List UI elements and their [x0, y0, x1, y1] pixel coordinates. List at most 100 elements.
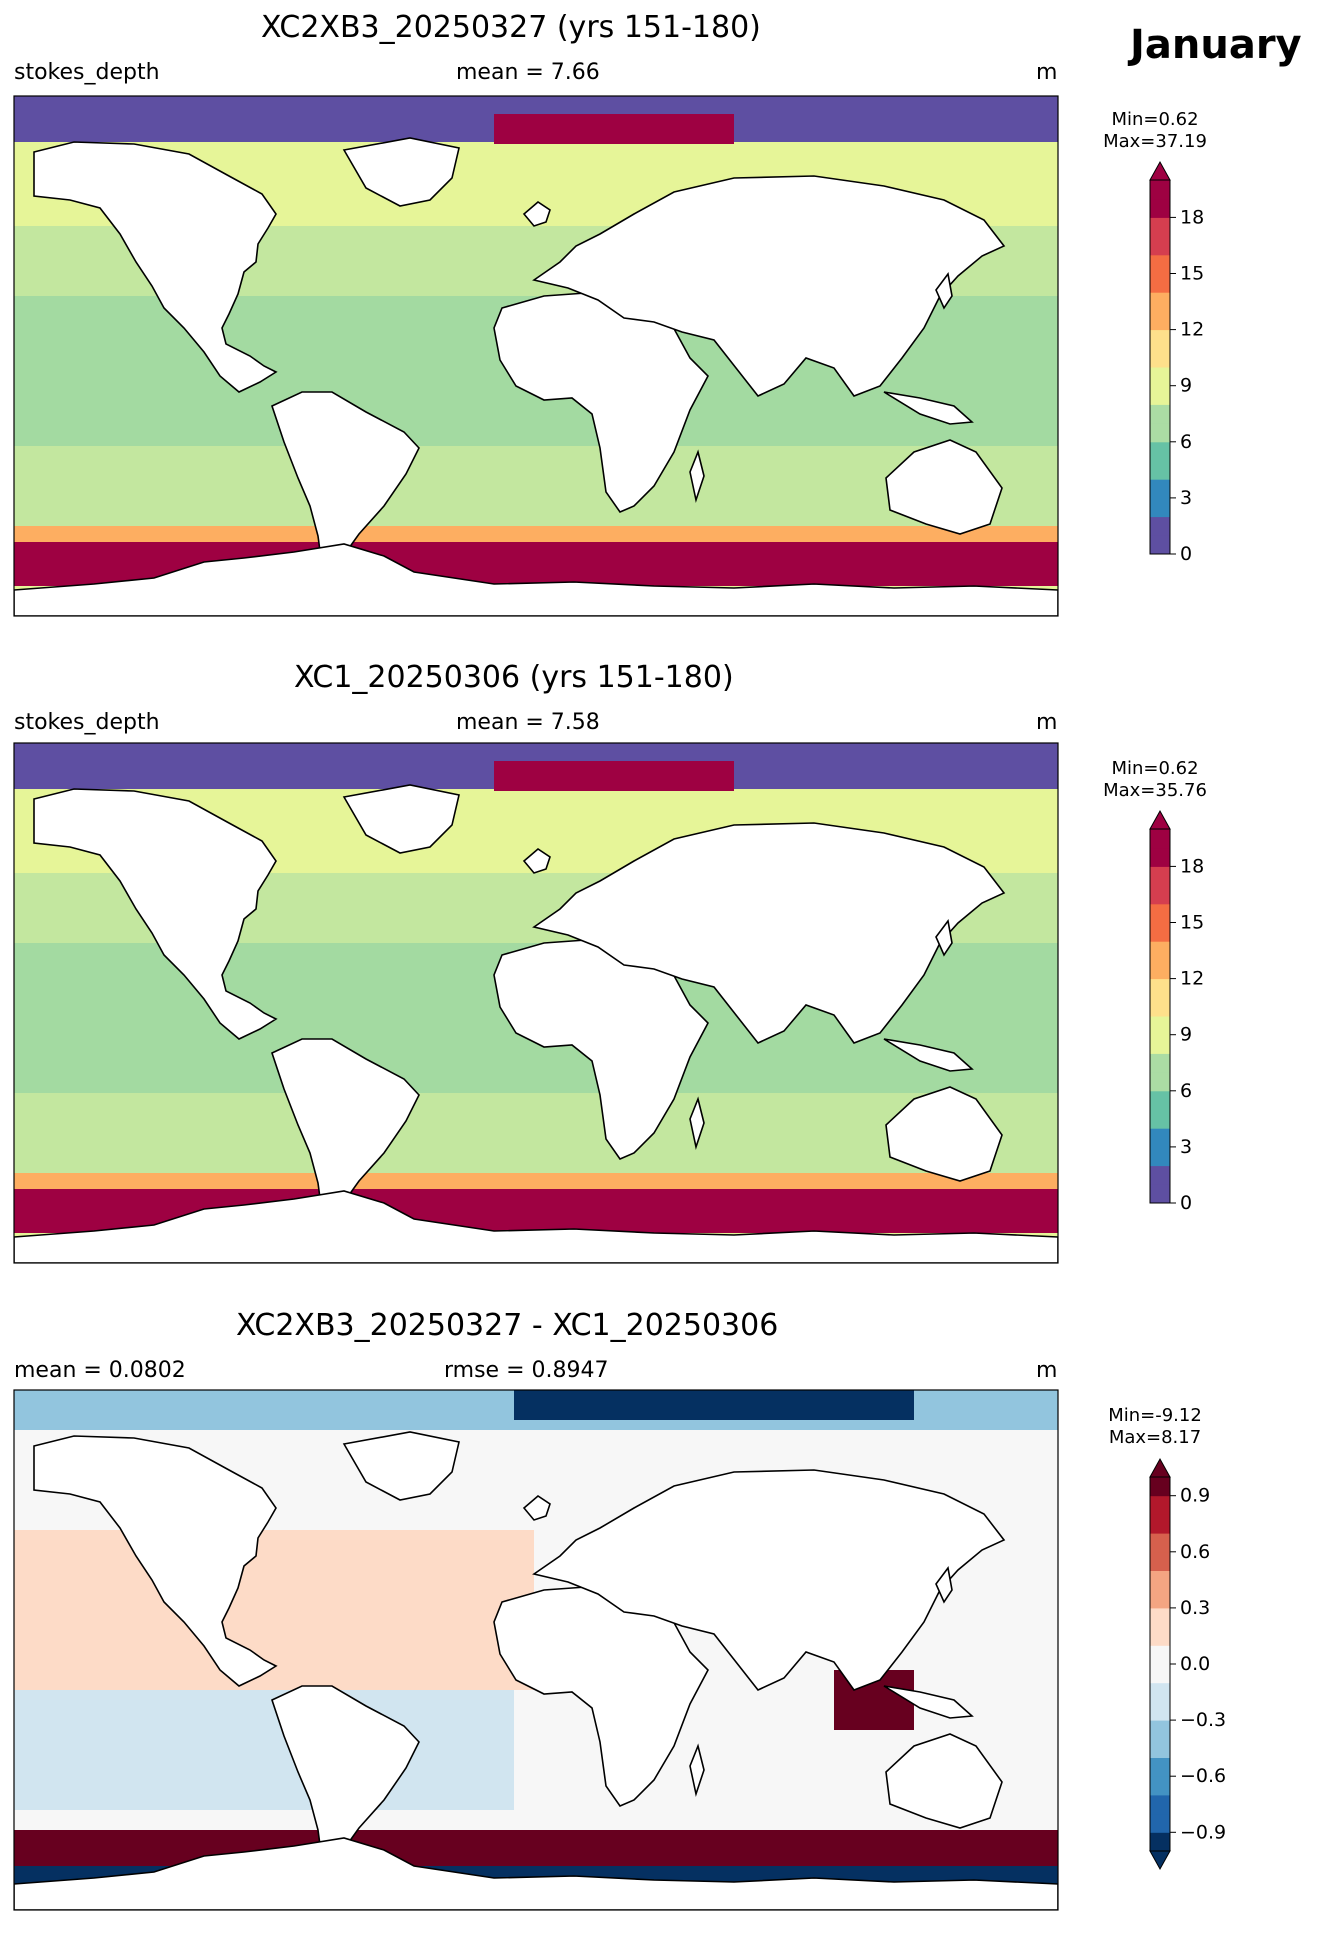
- colorbar-tick-label: 9: [1180, 375, 1192, 397]
- colorbar-segment: [1150, 423, 1170, 443]
- colorbar-segment: [1150, 1551, 1170, 1571]
- colorbar-segment: [1150, 441, 1170, 461]
- southern-ocean-positive: [14, 1830, 1058, 1866]
- panel-2-map: [13, 742, 1059, 1264]
- map-frame: [13, 742, 1059, 1264]
- colorbar-extend-max: [1149, 160, 1171, 181]
- colorbar-tick-label: −0.3: [1180, 1709, 1226, 1731]
- colorbar-tick-label: 0: [1180, 543, 1192, 565]
- colorbar-segment: [1150, 1146, 1170, 1167]
- colorbar-tick-label: 0.9: [1180, 1485, 1210, 1507]
- colorbar-tick-label: 6: [1180, 1080, 1192, 1102]
- colorbar-segment: [1150, 1477, 1170, 1497]
- colorbar-tick-label: 15: [1180, 912, 1204, 934]
- panel-3-colorbar: −0.9 −0.6 −0.3 0.0 0.3 0.6 0.9: [1149, 1457, 1226, 1871]
- colorbar-tick-label: 18: [1180, 206, 1204, 228]
- colorbar-tick-label: −0.9: [1180, 1821, 1226, 1843]
- colorbar-tick-label: 3: [1180, 1136, 1192, 1158]
- colorbar-tick-label: 18: [1180, 855, 1204, 877]
- colorbar-segment: [1150, 1072, 1170, 1092]
- colorbar-segment: [1150, 385, 1170, 405]
- colorbar-extend-max: [1149, 1457, 1171, 1478]
- panel-1-units: m: [1036, 60, 1058, 85]
- colorbar-segment: [1150, 1090, 1170, 1110]
- panel-1-map: [13, 95, 1059, 617]
- colorbar-segment: [1150, 348, 1170, 368]
- panel-3-units: m: [1036, 1358, 1058, 1383]
- colorbar-segment: [1150, 329, 1170, 349]
- colorbar-segment: [1150, 941, 1170, 961]
- colorbar-segment: [1150, 236, 1170, 256]
- panel-3-min: Min=-9.12: [1108, 1405, 1202, 1426]
- panel-2-variable: stokes_depth: [14, 710, 160, 735]
- colorbar-segment: [1150, 254, 1170, 274]
- colorbar-tick-label: 12: [1180, 319, 1204, 341]
- colorbar-segment: [1150, 1776, 1170, 1796]
- colorbar-frame: [1149, 828, 1171, 1204]
- colorbar-segment: [1150, 1701, 1170, 1721]
- colorbar-segment: [1150, 310, 1170, 331]
- colorbar-tick-label: 3: [1180, 487, 1192, 509]
- colorbar-segment: [1150, 497, 1170, 518]
- southern-transition-band: [14, 526, 1058, 546]
- colorbar-segment: [1150, 516, 1170, 536]
- panel-1-title: XC2XB3_20250327 (yrs 151-180): [261, 10, 761, 45]
- colorbar-segment: [1150, 866, 1170, 886]
- colorbar-extend-min: [1149, 1850, 1171, 1871]
- colorbar-segment: [1150, 479, 1170, 499]
- colorbar-segment: [1150, 847, 1170, 867]
- south-pacific-negative: [14, 1690, 514, 1810]
- colorbar-segment: [1150, 1165, 1170, 1185]
- panel-3-rmse: rmse = 0.8947: [444, 1358, 609, 1383]
- colorbar-segment: [1150, 1495, 1170, 1515]
- map-frame: [13, 95, 1059, 617]
- month-title: January: [1130, 22, 1302, 68]
- panel-2-mean: mean = 7.58: [456, 710, 600, 735]
- colorbar-segment: [1150, 460, 1170, 480]
- north-atlantic-max: [494, 761, 734, 791]
- colorbar-segment: [1150, 1813, 1170, 1833]
- colorbar-segment: [1150, 180, 1170, 200]
- north-pacific-positive: [14, 1530, 534, 1690]
- colorbar-segment: [1150, 903, 1170, 923]
- panel-2-max: Max=35.76: [1103, 780, 1207, 801]
- panel-1-max: Max=37.19: [1103, 131, 1207, 152]
- colorbar-frame: [1149, 179, 1171, 555]
- colorbar-segment: [1150, 1720, 1170, 1740]
- colorbar-segment: [1150, 198, 1170, 218]
- panel-2-colorbar: 0 3 6 9 12 15 18: [1149, 809, 1204, 1214]
- colorbar-segment: [1150, 1016, 1170, 1036]
- colorbar-tick-label: 0.6: [1180, 1541, 1210, 1563]
- colorbar-segment: [1150, 367, 1170, 387]
- panel-1-min: Min=0.62: [1111, 109, 1199, 130]
- map-frame: [13, 1389, 1059, 1911]
- colorbar-segment: [1150, 1589, 1170, 1609]
- colorbar-tick-label: 0.0: [1180, 1653, 1210, 1675]
- panel-2-units: m: [1036, 710, 1058, 735]
- colorbar-segment: [1150, 1053, 1170, 1073]
- colorbar-tick-label: 9: [1180, 1024, 1192, 1046]
- panel-1-colorbar: 0 3 6 9 12 15 18: [1149, 160, 1204, 565]
- colorbar-segment: [1150, 292, 1170, 312]
- colorbar-segment: [1150, 959, 1170, 980]
- colorbar-segment: [1150, 1738, 1170, 1758]
- colorbar-tick-label: 0.3: [1180, 1597, 1210, 1619]
- colorbar-segment: [1150, 1514, 1170, 1534]
- colorbar-tick-label: 15: [1180, 263, 1204, 285]
- southern-transition-band: [14, 1173, 1058, 1193]
- panel-1-mean: mean = 7.66: [456, 60, 600, 85]
- panel-2-min: Min=0.62: [1111, 758, 1199, 779]
- panel-3-title: XC2XB3_20250327 - XC1_20250306: [236, 1308, 779, 1343]
- colorbar-segment: [1150, 1607, 1170, 1628]
- colorbar-segment: [1150, 1570, 1170, 1590]
- colorbar-segment: [1150, 978, 1170, 998]
- colorbar-tick-label: 0: [1180, 1192, 1192, 1214]
- panel-3-max: Max=8.17: [1108, 1427, 1202, 1448]
- colorbar-segment: [1150, 217, 1170, 237]
- colorbar-segment: [1150, 829, 1170, 849]
- colorbar-segment: [1150, 922, 1170, 942]
- colorbar-segment: [1150, 885, 1170, 905]
- colorbar-segment: [1150, 1128, 1170, 1148]
- colorbar-segment: [1150, 1034, 1170, 1054]
